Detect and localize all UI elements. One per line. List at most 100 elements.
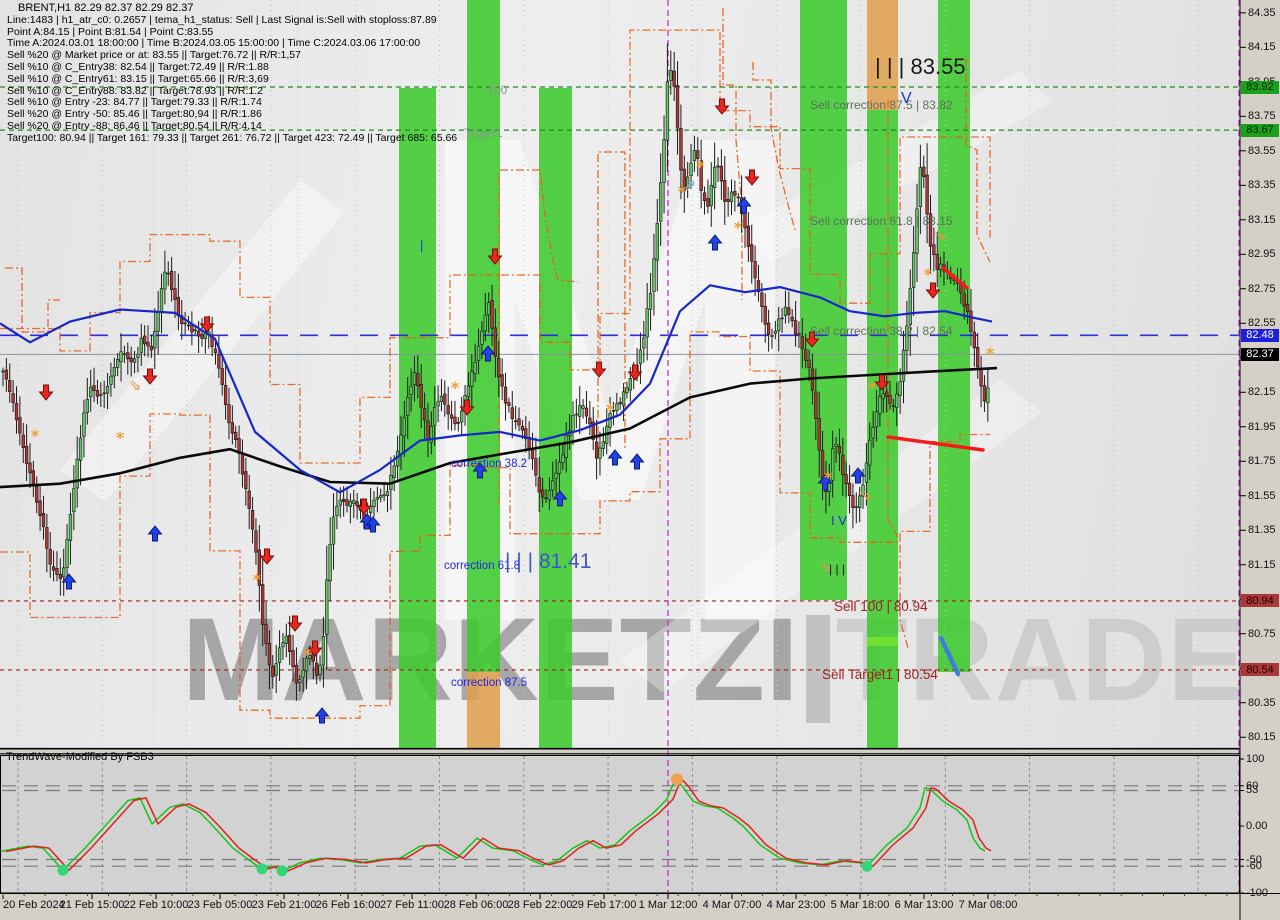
info-line: Sell %20 @ Market price or at: 83.55 || … <box>7 49 301 62</box>
level-label-81-41: | | | 81.41 <box>505 550 592 573</box>
sell-correction-875-label: Sell correction 87.5 | 83.82 <box>810 98 953 112</box>
candle-body <box>382 494 386 497</box>
candle-body <box>520 426 525 431</box>
candle-body <box>375 496 380 500</box>
candle-body <box>712 166 717 188</box>
candle-body <box>854 506 858 508</box>
atr-channel <box>0 331 990 719</box>
time-axis-strip <box>0 893 1240 920</box>
candle-body <box>254 530 258 553</box>
star-marker-icon: * <box>253 570 262 589</box>
target1-label: Target1 <box>464 128 503 140</box>
candle-body <box>352 500 356 504</box>
price-tick-label: 80.15 <box>1248 731 1276 744</box>
candle-body <box>736 196 740 199</box>
sell-correction-618-label: Sell correction 61.8 | 83.15 <box>810 214 953 228</box>
price-tick-label: 83.75 <box>1248 110 1276 123</box>
star-marker-icon: * <box>734 218 743 237</box>
buy-arrow-icon <box>850 467 866 484</box>
info-line: Sell %10 @ C_Entry61: 83.15 || Target:65… <box>7 72 269 85</box>
price-badge-80.54: 80.54 <box>1241 663 1279 677</box>
candle-body <box>392 465 396 479</box>
candle-body <box>746 225 751 247</box>
candle-body <box>348 500 353 507</box>
candle-body <box>648 293 653 310</box>
candle-body <box>92 385 96 391</box>
candle-body <box>55 568 59 575</box>
buy-arrow-icon <box>61 573 77 590</box>
candle-body <box>814 391 818 419</box>
candle-body <box>8 380 12 393</box>
chart-background <box>0 0 1240 748</box>
hollow-arrow-ne-icon: ⇗ <box>684 176 697 194</box>
candle-body <box>807 359 811 368</box>
candle-body <box>14 403 19 421</box>
candle-body <box>652 258 656 293</box>
candle-body <box>439 395 444 402</box>
candle-body <box>638 349 643 365</box>
candle-body <box>804 349 808 361</box>
atr-channel-detail <box>965 58 991 263</box>
candle-body <box>298 679 302 683</box>
candle-body <box>85 399 89 413</box>
star-marker-icon: * <box>116 428 125 447</box>
candle-body <box>325 579 329 635</box>
price-tick-label: 82.75 <box>1248 282 1276 295</box>
candle-body <box>783 306 788 317</box>
candle-body <box>551 480 555 491</box>
candle-body <box>487 302 491 315</box>
candle-body <box>659 182 663 222</box>
buy-arrow-icon <box>707 234 723 251</box>
candle-body <box>429 425 433 443</box>
candle-body <box>766 322 771 335</box>
candle-body <box>264 623 268 644</box>
candle-body <box>733 191 737 196</box>
star-marker-icon: * <box>696 157 705 176</box>
candle-body <box>122 353 127 355</box>
sell-arrow-icon <box>925 282 941 299</box>
candle-body <box>561 454 565 464</box>
candle-body <box>95 389 100 397</box>
buy-arrow-icon <box>817 474 833 491</box>
candle-body <box>412 372 417 385</box>
time-axis-label: 27 Feb 11:00 <box>379 899 445 911</box>
candle-body <box>169 270 174 291</box>
candle-body <box>682 168 686 192</box>
candle-body <box>928 213 933 247</box>
candle-body <box>986 387 990 404</box>
candle-body <box>500 374 504 387</box>
candle-body <box>213 348 218 354</box>
candle-body <box>244 471 248 490</box>
sell-arrow-icon <box>287 615 303 632</box>
correction-875-label: correction 87.5 <box>451 677 528 689</box>
candle-body <box>102 392 106 395</box>
candle-body <box>699 160 703 191</box>
candle-body <box>341 498 346 502</box>
price-tick-label: 80.75 <box>1248 627 1276 640</box>
candle-body <box>982 385 987 402</box>
candle-body <box>719 165 724 182</box>
price-tick-label: 84.15 <box>1248 41 1276 54</box>
candle-body <box>301 669 305 678</box>
hollow-arrow-se-icon: ⇘ <box>129 376 142 394</box>
candle-body <box>315 662 319 676</box>
atr-channel <box>0 29 991 464</box>
candle-body <box>433 407 437 426</box>
candle-body <box>979 368 983 387</box>
buy-arrow-icon <box>365 516 381 533</box>
candle-body <box>449 414 454 419</box>
trendline-red <box>886 435 985 452</box>
candle-body <box>581 405 585 409</box>
candle-body <box>48 549 52 565</box>
candle-body <box>426 420 430 441</box>
candle-body <box>196 330 201 337</box>
candle-body <box>753 261 757 279</box>
candle-body <box>493 327 498 357</box>
atr-channel-detail <box>597 151 626 450</box>
atr-channel-detail <box>752 62 796 231</box>
candle-body <box>571 415 575 432</box>
candle-body <box>891 405 896 407</box>
candle-body <box>335 506 339 516</box>
trendwave-buy-dot <box>256 863 268 875</box>
